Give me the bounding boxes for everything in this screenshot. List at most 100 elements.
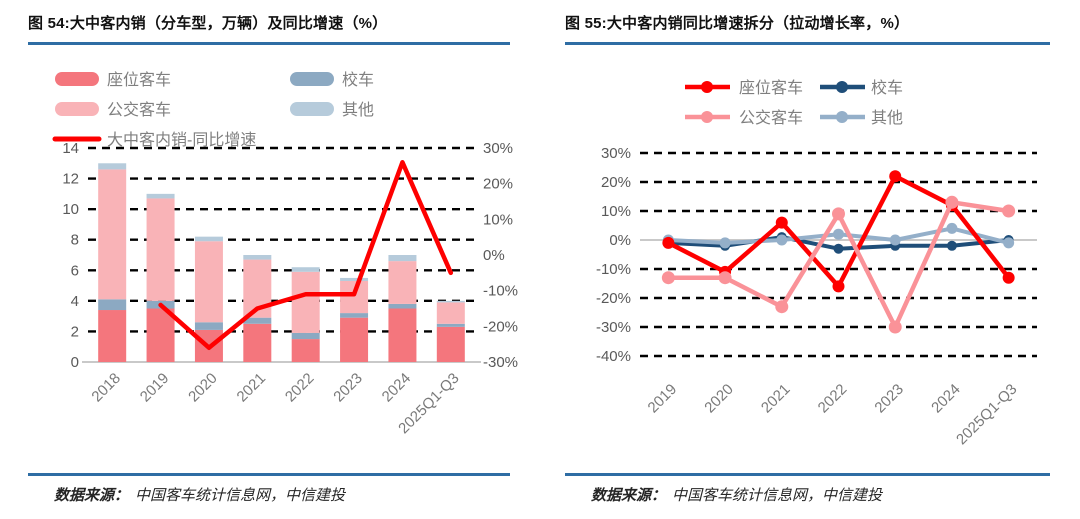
data-point-其他	[776, 234, 788, 246]
right-axis-tick: 30%	[483, 140, 513, 157]
legend-label: 校车	[342, 71, 374, 89]
source-text: 中国客车统计信息网，中信建投	[135, 488, 346, 504]
bar-segment-公交客车	[436, 302, 465, 324]
series-line-公交客车	[668, 200, 1009, 330]
bar-segment-校车	[243, 317, 272, 324]
legend-swatch-座位客车	[55, 72, 99, 86]
data-point-座位客车	[1002, 271, 1015, 284]
right-axis-tick: 0%	[483, 247, 505, 264]
figure-54-title: 图 54:大中客内销（分车型，万辆）及同比增速（%）	[28, 8, 510, 45]
bar-segment-公交客车	[340, 280, 369, 314]
left-axis-tick: 8	[71, 232, 79, 249]
trend-line	[158, 160, 454, 350]
bar-segment-座位客车	[340, 317, 369, 362]
data-point-公交客车	[1002, 204, 1016, 218]
left-axis-tick: 12	[62, 171, 79, 188]
left-axis-tick: 10	[62, 201, 79, 218]
data-point-座位客车	[889, 170, 902, 183]
bar-segment-座位客车	[98, 310, 127, 362]
legend-marker-公交客车	[701, 111, 713, 123]
bar-segment-校车	[98, 299, 127, 311]
right-axis-tick: -20%	[483, 318, 518, 335]
x-category-label: 2023	[330, 370, 366, 406]
figure-54-source: 数据来源： 中国客车统计信息网，中信建投	[54, 488, 345, 504]
right-axis-tick: -30%	[483, 354, 518, 371]
right-axis-tick: 10%	[483, 211, 513, 228]
legend-marker-校车	[836, 81, 848, 93]
left-axis-tick: 0	[71, 354, 79, 371]
bar-segment-其他	[436, 300, 465, 303]
bar-segment-其他	[340, 277, 369, 281]
right-axis-tick: 20%	[483, 176, 513, 193]
y-axis-tick: -10%	[596, 261, 631, 278]
x-category-label: 2020	[701, 381, 737, 417]
legend-label: 公交客车	[107, 101, 171, 119]
bar-segment-其他	[388, 255, 417, 262]
y-axis-tick: -30%	[596, 319, 631, 336]
y-axis-tick: -20%	[596, 290, 631, 307]
bar-segment-座位客车	[388, 308, 417, 362]
data-point-校车	[833, 243, 844, 254]
data-point-其他	[889, 234, 901, 246]
left-axis-tick: 4	[71, 293, 79, 310]
x-category-label: 2022	[282, 370, 318, 406]
x-category-label: 2021	[758, 381, 794, 417]
left-axis-tick: 6	[71, 262, 79, 279]
data-point-其他	[833, 228, 844, 240]
x-category-label: 2020	[185, 370, 221, 406]
legend-swatch-校车	[290, 72, 334, 86]
data-point-其他	[719, 237, 731, 249]
data-point-其他	[946, 222, 958, 234]
bar-segment-公交客车	[388, 261, 417, 304]
y-axis-tick: 20%	[601, 174, 631, 191]
bar-segment-校车	[340, 313, 369, 318]
figure-55-title: 图 55:大中客内销同比增速拆分（拉动增长率，%）	[565, 8, 1050, 45]
bar-segment-校车	[291, 332, 320, 340]
data-point-校车	[946, 240, 957, 251]
figure-55-source: 数据来源： 中国客车统计信息网，中信建投	[591, 488, 882, 504]
figure-54: 图 54:大中客内销（分车型，万辆）及同比增速（%） 座位客车 校车 公交客车 其他大…	[28, 8, 518, 505]
bar-segment-公交客车	[98, 169, 127, 300]
bar-segment-公交客车	[194, 241, 223, 323]
source-label: 数据来源：	[591, 488, 667, 504]
bar-segment-校车	[194, 322, 223, 330]
source-text: 中国客车统计信息网，中信建投	[672, 488, 883, 504]
bar-segment-座位客车	[146, 308, 175, 362]
legend-marker-座位客车	[701, 81, 713, 93]
figure-55-footer: 数据来源： 中国客车统计信息网，中信建投	[565, 473, 1050, 505]
legend-label: 校车	[871, 79, 903, 97]
legend-swatch-其他	[290, 102, 334, 116]
y-axis-tick: 30%	[601, 145, 631, 162]
data-point-座位客车	[832, 280, 845, 293]
right-axis-tick: -10%	[483, 283, 518, 300]
legend-swatch-公交客车	[55, 102, 99, 116]
x-category-label: 2023	[871, 381, 907, 417]
data-point-座位客车	[662, 236, 675, 249]
left-axis-tick: 2	[71, 323, 79, 340]
data-point-公交客车	[661, 271, 675, 285]
x-category-label: 2022	[815, 381, 851, 417]
data-point-公交客车	[945, 195, 959, 209]
legend-label: 座位客车	[739, 79, 803, 97]
x-category-label: 2024	[928, 381, 964, 417]
bar-segment-其他	[146, 193, 175, 199]
x-category-label: 2018	[88, 370, 124, 406]
legend-label: 其他	[342, 101, 374, 119]
data-point-公交客车	[718, 271, 732, 285]
bar-segment-座位客车	[243, 323, 272, 362]
data-point-公交客车	[832, 207, 845, 221]
bar-segment-其他	[243, 255, 272, 260]
left-axis-tick: 14	[62, 140, 79, 157]
y-axis-tick: 10%	[601, 203, 631, 220]
legend-label: 大中客内销-同比增速	[107, 131, 256, 149]
bar-segment-校车	[436, 323, 465, 327]
legend-label: 其他	[871, 109, 903, 127]
data-point-公交客车	[775, 300, 789, 314]
bar-segment-公交客车	[291, 271, 320, 333]
y-axis-tick: -40%	[596, 348, 631, 365]
x-category-label: 2019	[645, 381, 681, 417]
y-axis-tick: 0%	[609, 232, 631, 249]
x-category-label: 2021	[234, 370, 270, 406]
x-category-label: 2025Q1-Q3	[953, 381, 1020, 448]
